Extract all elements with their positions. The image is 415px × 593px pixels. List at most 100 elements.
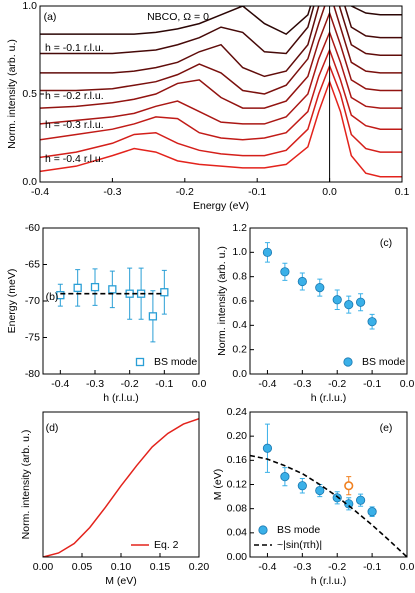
x-tick-label: -0.3 xyxy=(293,561,311,573)
annotation: h = -0.3 r.l.u. xyxy=(45,119,104,131)
y-tick-label: 0.2 xyxy=(232,343,247,355)
x-tick-label: -0.2 xyxy=(121,378,139,390)
x-tick-label: -0.3 xyxy=(293,378,311,390)
line xyxy=(43,418,199,557)
fit-line xyxy=(250,454,407,557)
x-tick-label: 0.15 xyxy=(150,561,171,573)
y-tick-label: 0.0 xyxy=(22,176,37,188)
x-tick-label: -0.1 xyxy=(155,378,173,390)
plot-frame xyxy=(42,411,200,558)
x-tick-label: -0.4 xyxy=(258,561,276,573)
x-tick-label: -0.4 xyxy=(31,186,49,198)
y-tick-label: 0.24 xyxy=(227,406,248,418)
point xyxy=(262,247,273,257)
plot-area xyxy=(40,6,402,178)
line xyxy=(40,6,402,55)
x-axis-label: h (r.l.u.) xyxy=(311,392,347,404)
x-tick-label: 0.05 xyxy=(72,561,93,573)
legend-swatch xyxy=(258,525,268,535)
legend-label: BS mode xyxy=(154,356,197,368)
point xyxy=(297,481,307,491)
x-axis-label: h (r.l.u.) xyxy=(103,392,139,404)
point xyxy=(148,312,158,321)
y-tick-label: 0.5 xyxy=(22,88,37,100)
y-tick-label: -80 xyxy=(25,368,40,380)
x-tick-label: 0.0 xyxy=(322,186,337,198)
point xyxy=(56,291,65,300)
y-tick-label: 0.16 xyxy=(227,454,248,466)
panel-label: (d) xyxy=(46,422,59,434)
legend-label: ~|sin(πh)| xyxy=(277,539,322,551)
y-tick-label: 1.2 xyxy=(232,222,247,234)
x-tick-label: -0.1 xyxy=(363,378,381,390)
annotation: h = -0.1 r.l.u. xyxy=(45,42,104,54)
point xyxy=(280,472,290,482)
y-tick-label: 0.8 xyxy=(232,270,247,282)
x-tick-label: -0.3 xyxy=(86,378,104,390)
panel-label: (e) xyxy=(380,422,393,434)
point xyxy=(90,282,100,292)
point xyxy=(297,276,307,287)
point xyxy=(367,507,377,517)
point xyxy=(344,499,354,509)
line xyxy=(40,47,402,141)
point xyxy=(315,283,325,293)
x-tick-label: -0.2 xyxy=(328,378,346,390)
point xyxy=(73,283,82,293)
point xyxy=(262,443,273,453)
x-tick-label: -0.4 xyxy=(51,378,69,390)
line xyxy=(40,30,402,125)
panel-label: (c) xyxy=(380,237,392,249)
y-tick-label: 0.12 xyxy=(227,478,248,490)
point xyxy=(367,317,377,327)
x-tick-label: 0.10 xyxy=(111,561,132,573)
annotation: h = -0.2 r.l.u. xyxy=(45,90,104,102)
annotation: NBCO, Ω = 0 xyxy=(147,11,209,23)
plot-frame xyxy=(249,411,408,558)
x-axis-label: h (r.l.u.) xyxy=(311,575,347,587)
plot-frame xyxy=(249,227,408,375)
x-tick-label: 0.00 xyxy=(33,561,54,573)
point xyxy=(108,285,117,294)
x-tick-label: -0.1 xyxy=(248,186,266,198)
plot-area xyxy=(262,242,377,330)
x-tick-label: 0.0 xyxy=(400,378,415,390)
point xyxy=(280,267,290,277)
panel-label: (b) xyxy=(46,291,59,303)
legend-label: BS mode xyxy=(277,524,320,536)
line xyxy=(40,10,402,109)
legend-label: BS mode xyxy=(362,356,405,368)
plot-area xyxy=(56,267,169,343)
line xyxy=(40,79,402,178)
y-axis-label: M (eV) xyxy=(212,469,224,501)
y-tick-label: -65 xyxy=(25,258,40,270)
y-tick-label: 0.4 xyxy=(232,319,247,331)
y-axis-label: Norm. intensity (arb. u.) xyxy=(216,246,228,356)
x-tick-label: -0.2 xyxy=(176,186,194,198)
x-axis-label: M (eV) xyxy=(105,575,137,587)
y-tick-label: 0.00 xyxy=(227,551,248,563)
legend-swatch xyxy=(135,357,145,367)
line xyxy=(40,6,402,78)
x-tick-label: 0.0 xyxy=(192,378,207,390)
point xyxy=(332,493,342,503)
plot-area xyxy=(250,423,407,557)
point xyxy=(332,295,342,305)
y-tick-label: 1.0 xyxy=(22,0,37,12)
y-tick-label: -70 xyxy=(25,295,40,307)
y-tick-label: 0.6 xyxy=(232,295,247,307)
y-axis-label: Norm. intensity (arb. u.) xyxy=(20,430,32,540)
x-tick-label: -0.3 xyxy=(103,186,121,198)
x-tick-label: 0.20 xyxy=(189,561,210,573)
plot-area xyxy=(43,418,199,557)
plot-frame xyxy=(42,227,200,375)
line xyxy=(40,63,402,159)
point xyxy=(315,485,325,496)
y-tick-label: -75 xyxy=(25,331,40,343)
annotation: h = -0.4 r.l.u. xyxy=(45,153,104,165)
legend-label: Eq. 2 xyxy=(154,539,179,551)
y-tick-label: 0.04 xyxy=(227,527,248,539)
y-axis-label: Norm. intensity (arb. u.) xyxy=(6,39,18,149)
line xyxy=(40,6,402,36)
